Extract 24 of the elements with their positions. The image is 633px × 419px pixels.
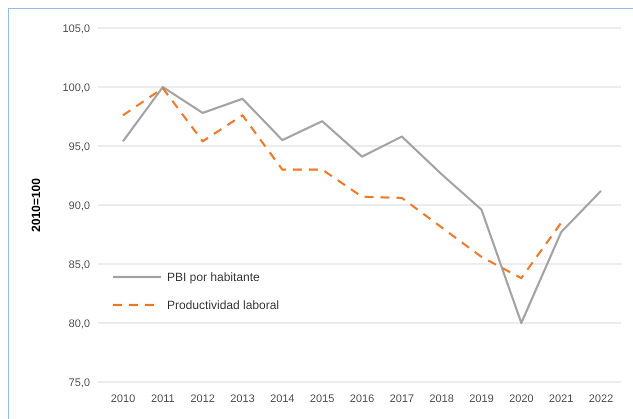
line-series — [122, 86, 602, 324]
y-tick-label: 75,0 — [68, 376, 90, 389]
x-tick-label: 2019 — [469, 393, 494, 405]
x-tick-label: 2022 — [588, 393, 614, 405]
y-tick-label: 105,0 — [62, 22, 90, 35]
x-tick-label: 2011 — [151, 393, 175, 405]
x-tick-label: 2014 — [270, 393, 295, 405]
x-tick-label: 2020 — [509, 393, 534, 405]
x-tick-label: 2012 — [190, 393, 215, 405]
x-tick-label: 2016 — [350, 393, 374, 405]
legend-label: PBI por habitante — [167, 270, 260, 284]
legend-label: Productividad laboral — [167, 298, 280, 312]
y-tick-label: 85,0 — [68, 258, 90, 271]
y-tick-label: 90,0 — [68, 200, 90, 212]
x-tick-label: 2015 — [310, 393, 334, 405]
x-tick-label: 2013 — [230, 393, 255, 405]
x-tick-label: 2021 — [548, 393, 574, 405]
x-tick-label: 2010 — [110, 393, 136, 405]
y-axis-title: 2010=100 — [29, 178, 43, 232]
y-tick-label: 80,0 — [68, 318, 90, 330]
x-tick-label: 2018 — [429, 393, 454, 405]
x-tick-label: 2017 — [390, 393, 414, 405]
y-tick-label: 100,0 — [62, 82, 90, 94]
y-tick-label: 95,0 — [68, 140, 90, 153]
